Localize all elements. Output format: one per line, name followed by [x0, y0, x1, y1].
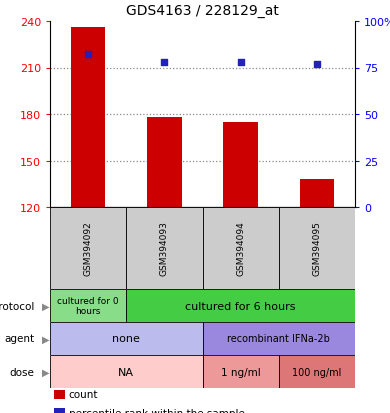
Text: GSM394095: GSM394095	[312, 221, 321, 276]
Point	[161, 59, 167, 66]
Bar	[202, 207, 279, 289]
Text: none: none	[112, 334, 140, 344]
Bar	[300, 180, 334, 207]
Point	[314, 61, 320, 68]
Text: GSM394094: GSM394094	[236, 221, 245, 276]
Text: ▶: ▶	[43, 334, 50, 344]
Text: percentile rank within the sample: percentile rank within the sample	[69, 408, 245, 413]
Text: GSM394092: GSM394092	[83, 221, 93, 276]
Text: ▶: ▶	[43, 367, 50, 377]
Bar	[71, 28, 105, 207]
Bar	[50, 355, 202, 388]
Text: 1 ng/ml: 1 ng/ml	[221, 367, 261, 377]
Text: recombinant IFNa-2b: recombinant IFNa-2b	[227, 334, 330, 344]
Bar	[223, 122, 258, 207]
Bar	[50, 289, 126, 322]
Point	[238, 59, 244, 66]
Text: ▶: ▶	[43, 301, 50, 311]
Bar	[147, 118, 181, 207]
Bar	[50, 207, 126, 289]
Text: GSM394093: GSM394093	[160, 221, 169, 276]
Text: dose: dose	[9, 367, 34, 377]
Text: agent: agent	[4, 334, 34, 344]
Text: cultured for 0
hours: cultured for 0 hours	[57, 296, 119, 316]
Bar	[279, 207, 355, 289]
Bar	[126, 289, 355, 322]
Point	[85, 52, 91, 59]
Text: growth protocol: growth protocol	[0, 301, 34, 311]
Text: count: count	[69, 389, 98, 399]
Bar	[202, 322, 355, 355]
Text: cultured for 6 hours: cultured for 6 hours	[185, 301, 296, 311]
Bar	[279, 355, 355, 388]
Title: GDS4163 / 228129_at: GDS4163 / 228129_at	[126, 4, 279, 18]
Bar	[202, 355, 279, 388]
Bar	[126, 207, 202, 289]
Bar	[50, 322, 202, 355]
Text: 100 ng/ml: 100 ng/ml	[292, 367, 342, 377]
Text: NA: NA	[118, 367, 134, 377]
